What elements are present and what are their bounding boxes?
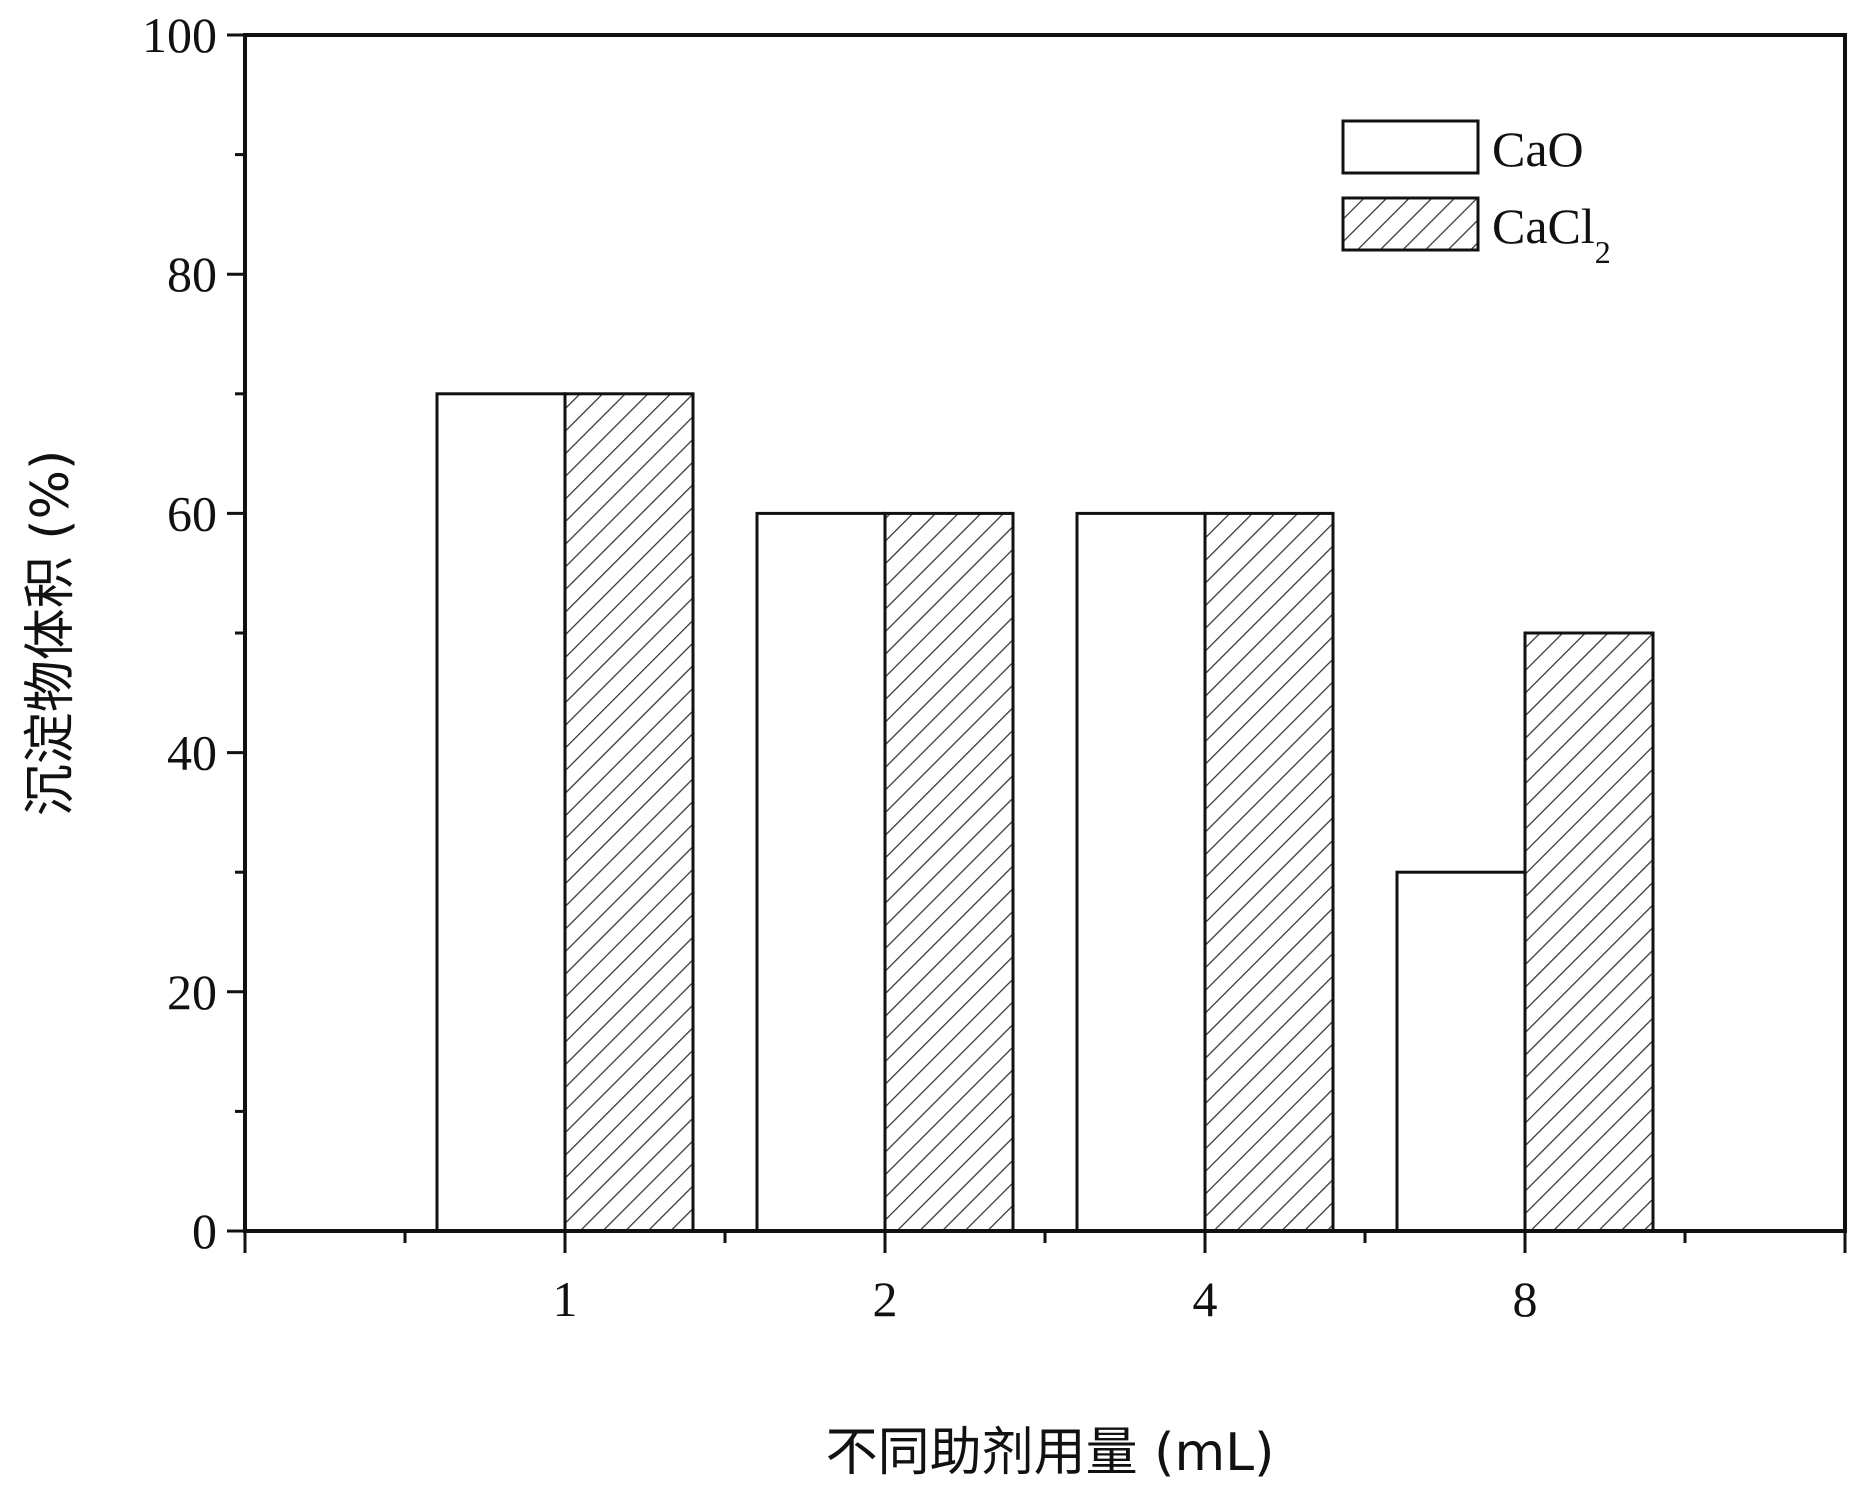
x-tick-label-1: 1 — [553, 1271, 578, 1327]
x-axis-ticks: 1 2 4 8 — [243, 1231, 1847, 1327]
y-axis-ticks: 0 20 40 60 80 100 — [142, 7, 245, 1259]
bar-cacl2-4 — [1203, 511, 1335, 1233]
y-tick-label: 40 — [167, 725, 217, 781]
y-axis-title: 沉淀物体积 (%) — [21, 450, 81, 817]
y-tick-label: 100 — [142, 7, 217, 63]
bar-cacl2-2 — [883, 511, 1015, 1233]
legend: CaO CaCl2 — [1341, 119, 1611, 270]
y-tick-label: 20 — [167, 964, 217, 1020]
legend-label-cacl2-main: CaCl — [1492, 198, 1595, 254]
legend-swatch-cacl2 — [1341, 196, 1480, 252]
bar-cao-1 — [435, 392, 567, 1233]
bar-cao-8 — [1395, 870, 1527, 1233]
y-tick-label: 0 — [192, 1203, 217, 1259]
legend-swatch-cao — [1341, 119, 1480, 175]
x-axis-title: 不同助剂用量 (mL) — [826, 1423, 1275, 1483]
bar-cao-4 — [1075, 511, 1207, 1233]
x-tick-label-4: 4 — [1193, 1271, 1218, 1327]
legend-label-cao: CaO — [1492, 121, 1584, 177]
bar-cacl2-1 — [563, 392, 695, 1233]
y-tick-label: 80 — [167, 246, 217, 302]
legend-label-cacl2-subscript: 2 — [1595, 234, 1611, 270]
legend-label-cacl2: CaCl2 — [1492, 198, 1611, 270]
x-tick-label-8: 8 — [1513, 1271, 1538, 1327]
bar-cacl2-8 — [1523, 631, 1655, 1233]
bars-layer — [435, 392, 1655, 1233]
y-tick-label: 60 — [167, 485, 217, 541]
bar-cao-2 — [755, 511, 887, 1233]
x-tick-label-2: 2 — [873, 1271, 898, 1327]
